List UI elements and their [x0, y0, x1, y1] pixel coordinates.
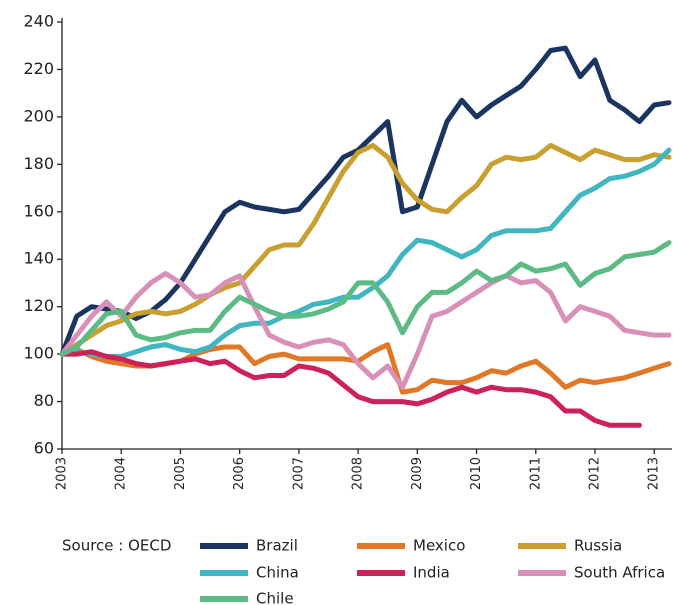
y-tick-label: 200	[23, 106, 54, 125]
y-tick-label: 160	[23, 201, 54, 220]
series-line	[59, 142, 672, 357]
series-line	[59, 240, 672, 357]
y-tick-label: 220	[23, 59, 54, 78]
series-line	[59, 45, 672, 357]
x-tick-label: 2008	[351, 457, 366, 490]
x-tick-label: 2007	[291, 457, 306, 490]
source: Source : OECD	[62, 537, 171, 555]
legend-label: India	[413, 564, 450, 582]
x-tick-label: 2011	[528, 457, 543, 490]
y-tick-label: 80	[34, 391, 54, 410]
series-line	[59, 147, 672, 359]
y-tick-label: 180	[23, 154, 54, 173]
x-tick-label: 2006	[232, 457, 247, 490]
y-tick-label: 120	[23, 296, 54, 315]
legend-label: Mexico	[413, 537, 465, 555]
series-line	[59, 349, 642, 428]
y-tick-label: 140	[23, 249, 54, 268]
x-tick-label: 2013	[647, 457, 662, 490]
legend-label: South Africa	[574, 564, 665, 582]
x-tick-label: 2004	[114, 457, 129, 490]
y-tick-label: 100	[23, 344, 54, 363]
series-line	[59, 271, 672, 390]
x-tick-label: 2012	[588, 457, 603, 490]
x-tick-label: 2009	[410, 457, 425, 490]
legend-label: Chile	[256, 590, 294, 605]
legend-label: Russia	[574, 537, 622, 555]
legend-label: China	[256, 564, 299, 582]
legend-label: Brazil	[256, 537, 298, 555]
y-tick-label: 60	[34, 439, 54, 458]
x-tick-label: 2005	[173, 457, 188, 490]
y-tick-label: 240	[23, 12, 54, 31]
x-tick-label: 2003	[55, 457, 70, 490]
x-tick-label: 2010	[469, 457, 484, 490]
